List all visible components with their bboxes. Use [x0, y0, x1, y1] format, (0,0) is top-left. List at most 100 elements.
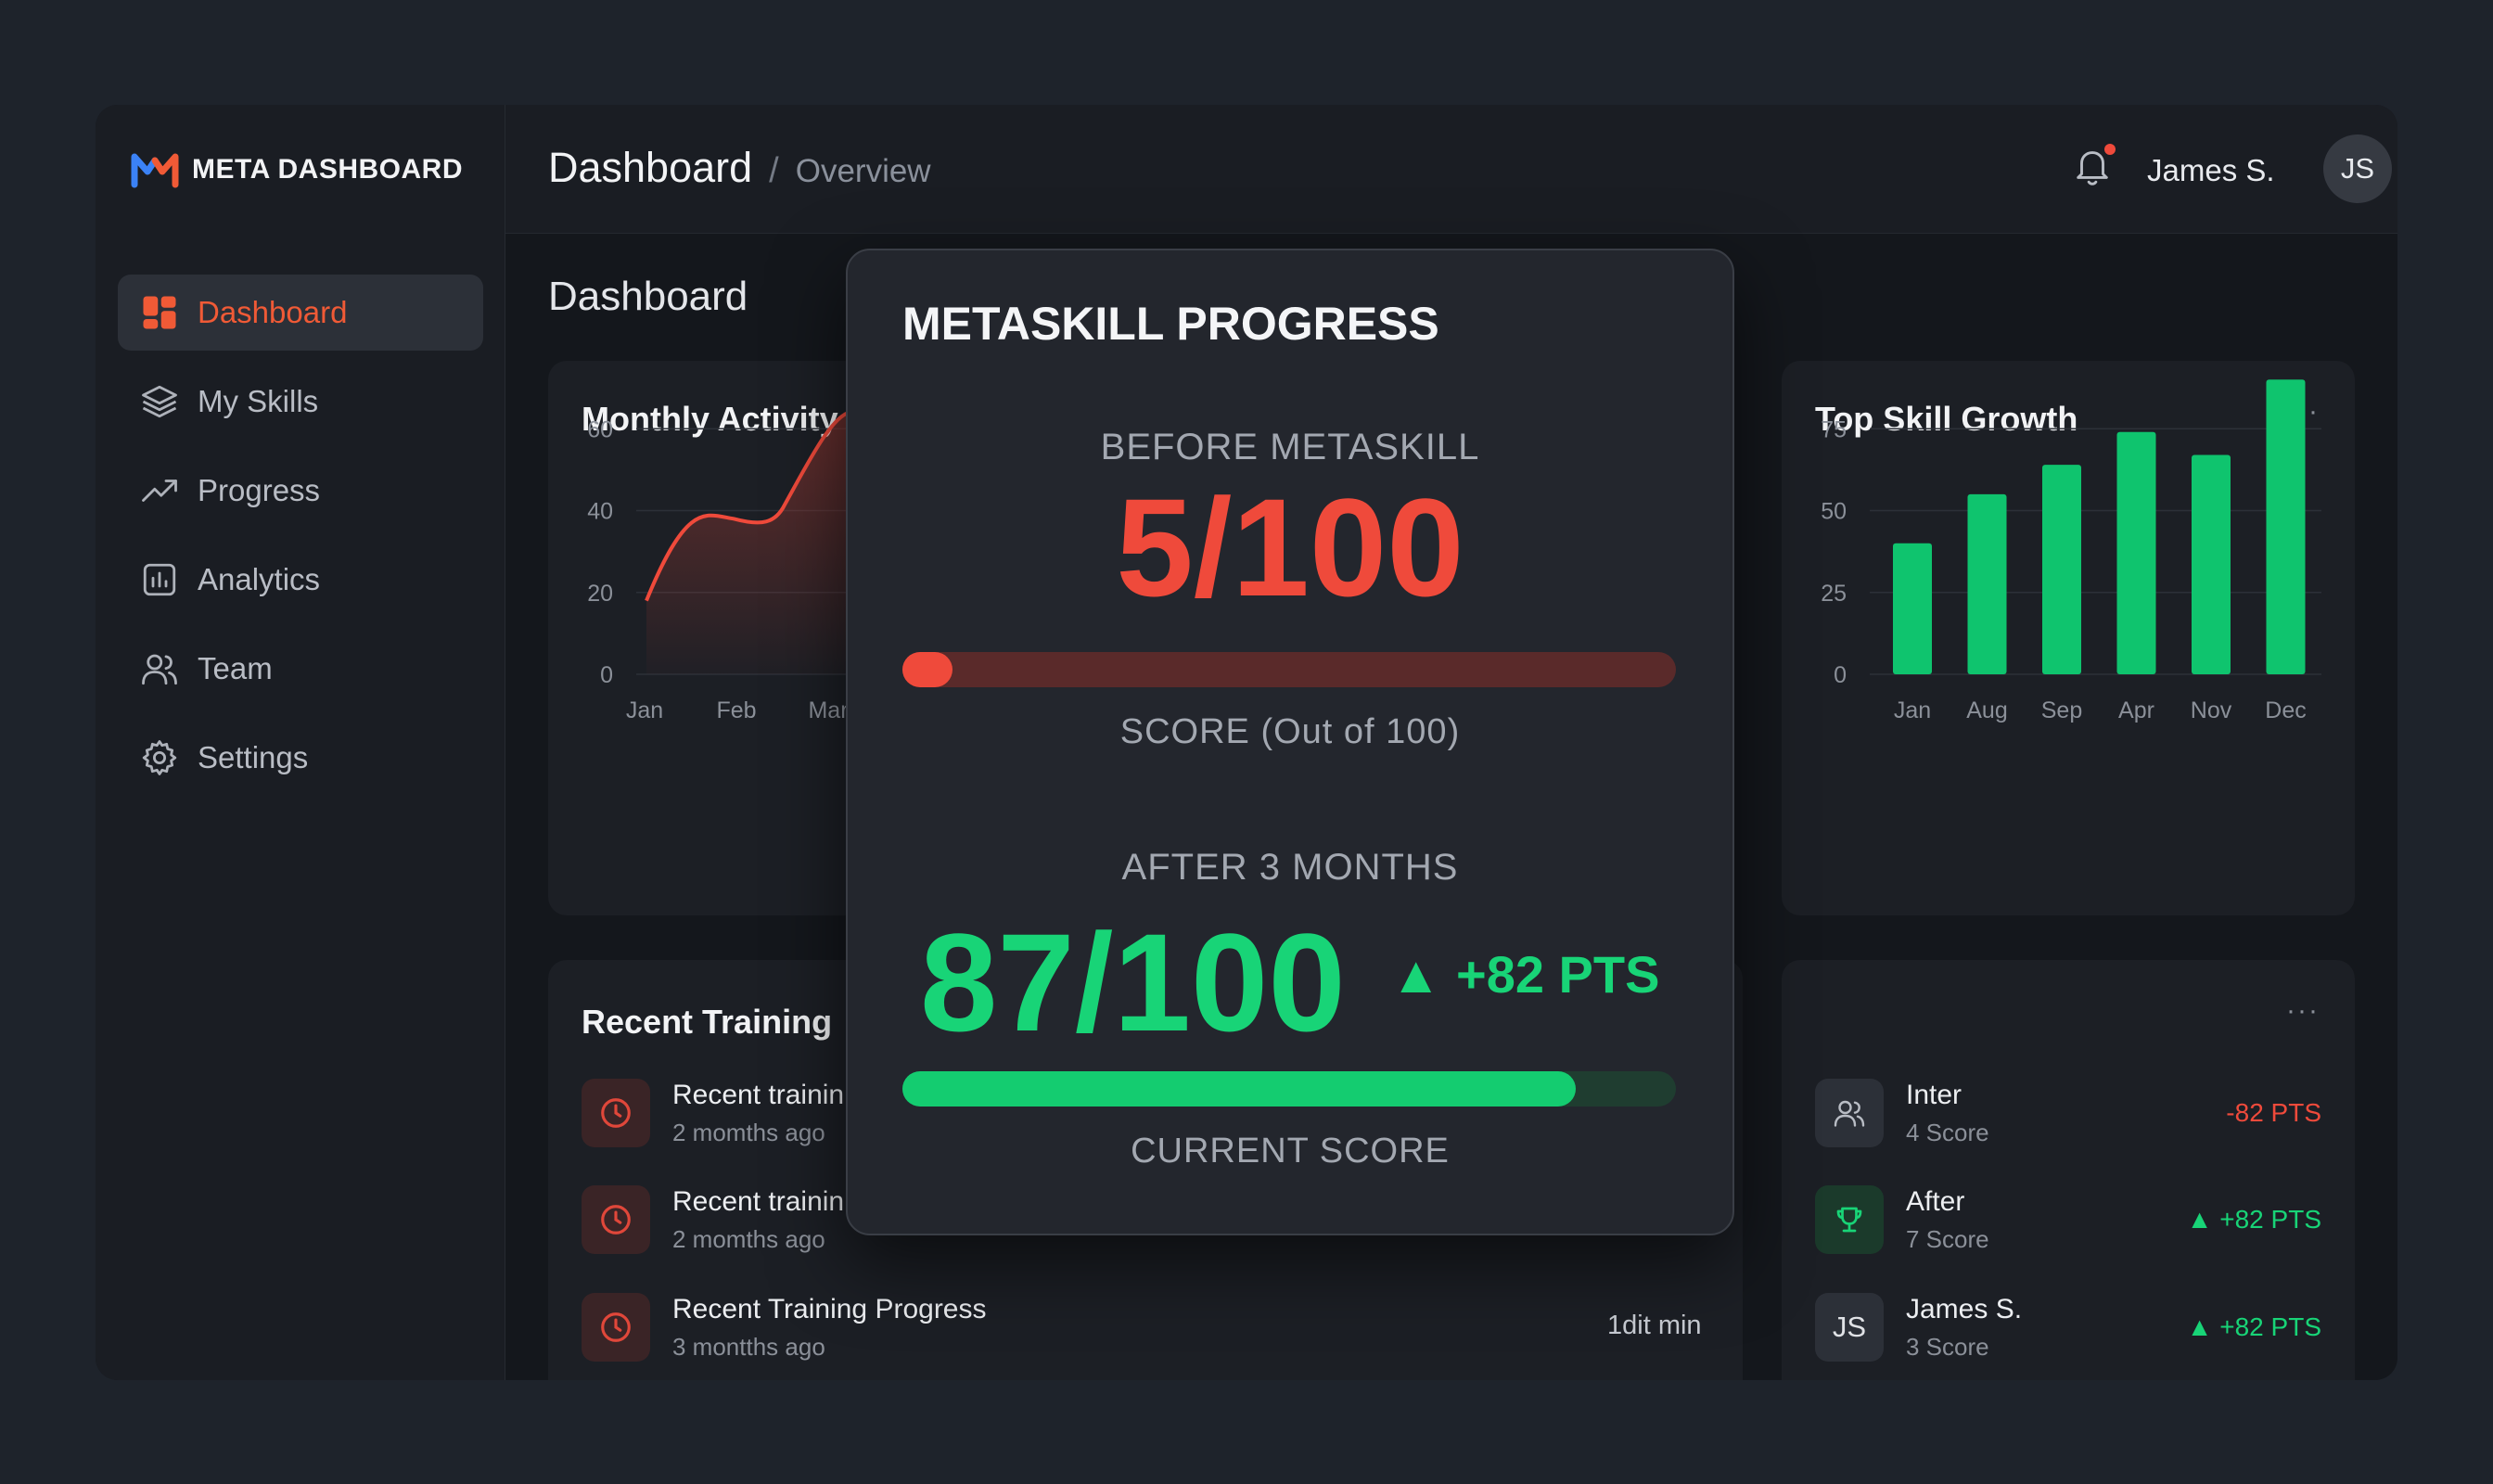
x-tick-label: Aug	[1966, 697, 2007, 723]
top-skill-growth-card: Top Skill Growth ··· 1007550250JanAugSep…	[1782, 361, 2355, 915]
users-icon	[142, 654, 177, 685]
sidebar-item-label: Team	[198, 651, 273, 685]
page-title: Dashboard	[548, 274, 748, 319]
card-title: Monthly Activity	[582, 400, 838, 438]
trophy-icon	[1815, 1185, 1884, 1254]
breadcrumb-title[interactable]: Dashboard	[548, 144, 753, 191]
sidebar-item-label: My Skills	[198, 384, 319, 418]
more-options-button[interactable]: ···	[2286, 995, 2320, 1026]
y-tick-label: 75	[1821, 416, 1847, 442]
item-title: Inter	[1906, 1079, 1962, 1110]
x-tick-label: Sep	[2041, 697, 2082, 723]
item-subtitle: 2 momths ago	[672, 1118, 825, 1146]
after-progress-fill	[902, 1071, 1576, 1107]
clock-icon	[582, 1185, 650, 1254]
item-subtitle: 7 Score	[1906, 1224, 1989, 1253]
leaderboard-card: ··· Inter 4 Score -82 PTS After 7 Score …	[1782, 960, 2355, 1380]
before-progress-fill	[902, 652, 953, 687]
score-caption: SCORE (Out of 100)	[1119, 712, 1461, 751]
top-header: Dashboard / Overview James S. JS	[505, 105, 2397, 234]
sidebar-item-label: Analytics	[198, 562, 321, 596]
brand-name: META DASHBOARD	[192, 154, 463, 185]
sidebar-item-dashboard[interactable]: Dashboard	[118, 275, 483, 351]
x-tick-label: Apr	[2118, 697, 2154, 723]
y-tick-label: 25	[1821, 581, 1847, 607]
users-icon	[1815, 1079, 1884, 1147]
x-tick-label: Mar	[808, 697, 848, 723]
list-item[interactable]: Recent trainin 2 momths ago	[582, 1185, 844, 1254]
card-title: Recent Training	[582, 1003, 833, 1041]
item-title: Recent trainin	[672, 1185, 845, 1217]
y-tick-label: 20	[587, 581, 613, 607]
points-badge: -82 PTS	[2226, 1098, 2321, 1127]
notification-button[interactable]	[2071, 144, 2117, 192]
top-skill-growth-chart: 1007550250JanAugSepAprNovDec	[1821, 379, 2321, 723]
clock-icon	[582, 1079, 650, 1147]
y-tick-label: 50	[1821, 499, 1847, 525]
sidebar-item-progress[interactable]: Progress	[118, 453, 483, 529]
breadcrumb: Dashboard / Overview	[548, 144, 931, 192]
points-badge: ▲ +82 PTS	[2186, 1312, 2321, 1341]
activity-line	[645, 410, 984, 602]
bar	[1893, 543, 1932, 674]
item-duration: 1dit min	[1607, 1311, 1702, 1340]
x-tick-label: Jan	[1894, 697, 1931, 723]
card-title: Top Skill Growth	[1815, 400, 2078, 438]
user-name[interactable]: James S.	[2147, 153, 2275, 187]
item-subtitle: 2 momths ago	[672, 1224, 825, 1253]
avatar: JS	[1815, 1293, 1884, 1362]
list-item[interactable]: Inter 4 Score -82 PTS	[1815, 1079, 2321, 1147]
layers-icon	[142, 385, 177, 418]
item-title: James S.	[1906, 1293, 2023, 1324]
y-tick-label: 0	[1834, 662, 1847, 688]
after-score: 87/100	[920, 904, 1346, 1060]
item-subtitle: 4 Score	[1906, 1118, 1989, 1146]
item-title: After	[1906, 1185, 1965, 1217]
bar	[1967, 493, 2007, 674]
sidebar-item-label: Dashboard	[198, 295, 348, 329]
bar	[2042, 465, 2081, 674]
bar	[2192, 454, 2231, 674]
brand[interactable]: META DASHBOARD	[131, 151, 463, 188]
item-subtitle: 3 Score	[1906, 1332, 1989, 1361]
bar-chart-icon	[143, 563, 176, 596]
sidebar-item-analytics[interactable]: Analytics	[118, 542, 483, 618]
score-delta: ▲ +82 PTS	[1390, 945, 1660, 1004]
sidebar-item-settings[interactable]: Settings	[118, 720, 483, 796]
x-tick-label: Dec	[2265, 697, 2306, 723]
bell-icon	[2077, 151, 2108, 186]
metaskill-progress-modal[interactable]: METASKILL PROGRESS BEFORE METASKILL 5/10…	[846, 249, 1734, 1235]
x-tick-label: Jan	[626, 697, 663, 723]
dashboard-icon	[143, 296, 176, 329]
trending-up-icon	[142, 480, 177, 502]
before-label: BEFORE METASKILL	[1100, 427, 1480, 467]
list-item[interactable]: Recent Training Progress 3 montths ago	[582, 1293, 987, 1362]
modal-title: METASKILL PROGRESS	[902, 298, 1439, 350]
before-progress-bar	[902, 652, 1676, 687]
avatar[interactable]: JS	[2323, 134, 2392, 203]
sidebar-item-label: Settings	[198, 740, 309, 774]
sidebar-item-my-skills[interactable]: My Skills	[118, 364, 483, 440]
after-progress-bar	[902, 1071, 1676, 1107]
item-title: Recent trainin	[672, 1079, 845, 1110]
points-badge: ▲ +82 PTS	[2186, 1205, 2321, 1234]
list-item[interactable]: Recent trainin 2 momths ago	[582, 1079, 844, 1147]
current-caption: CURRENT SCORE	[1131, 1132, 1450, 1171]
sidebar: META DASHBOARD Dashboard My Skills Progr…	[96, 105, 505, 1380]
bar	[2116, 431, 2156, 674]
breadcrumb-subtitle: Overview	[795, 153, 931, 189]
breadcrumb-separator: /	[769, 151, 779, 190]
item-subtitle: 3 montths ago	[672, 1332, 825, 1361]
gear-icon	[142, 740, 177, 775]
x-tick-label: Feb	[716, 697, 756, 723]
notification-dot	[2104, 144, 2116, 155]
list-item[interactable]: JS James S. 3 Score ▲ +82 PTS	[1815, 1293, 2321, 1362]
logo-icon	[131, 153, 179, 188]
y-tick-label: 40	[587, 499, 613, 525]
sidebar-nav: Dashboard My Skills Progress Analytics T…	[118, 275, 483, 809]
item-title: Recent Training Progress	[672, 1293, 987, 1324]
after-label: AFTER 3 MONTHS	[1121, 847, 1459, 888]
sidebar-item-team[interactable]: Team	[118, 631, 483, 707]
list-item[interactable]: After 7 Score ▲ +82 PTS	[1815, 1185, 2321, 1254]
sidebar-item-label: Progress	[198, 473, 321, 507]
